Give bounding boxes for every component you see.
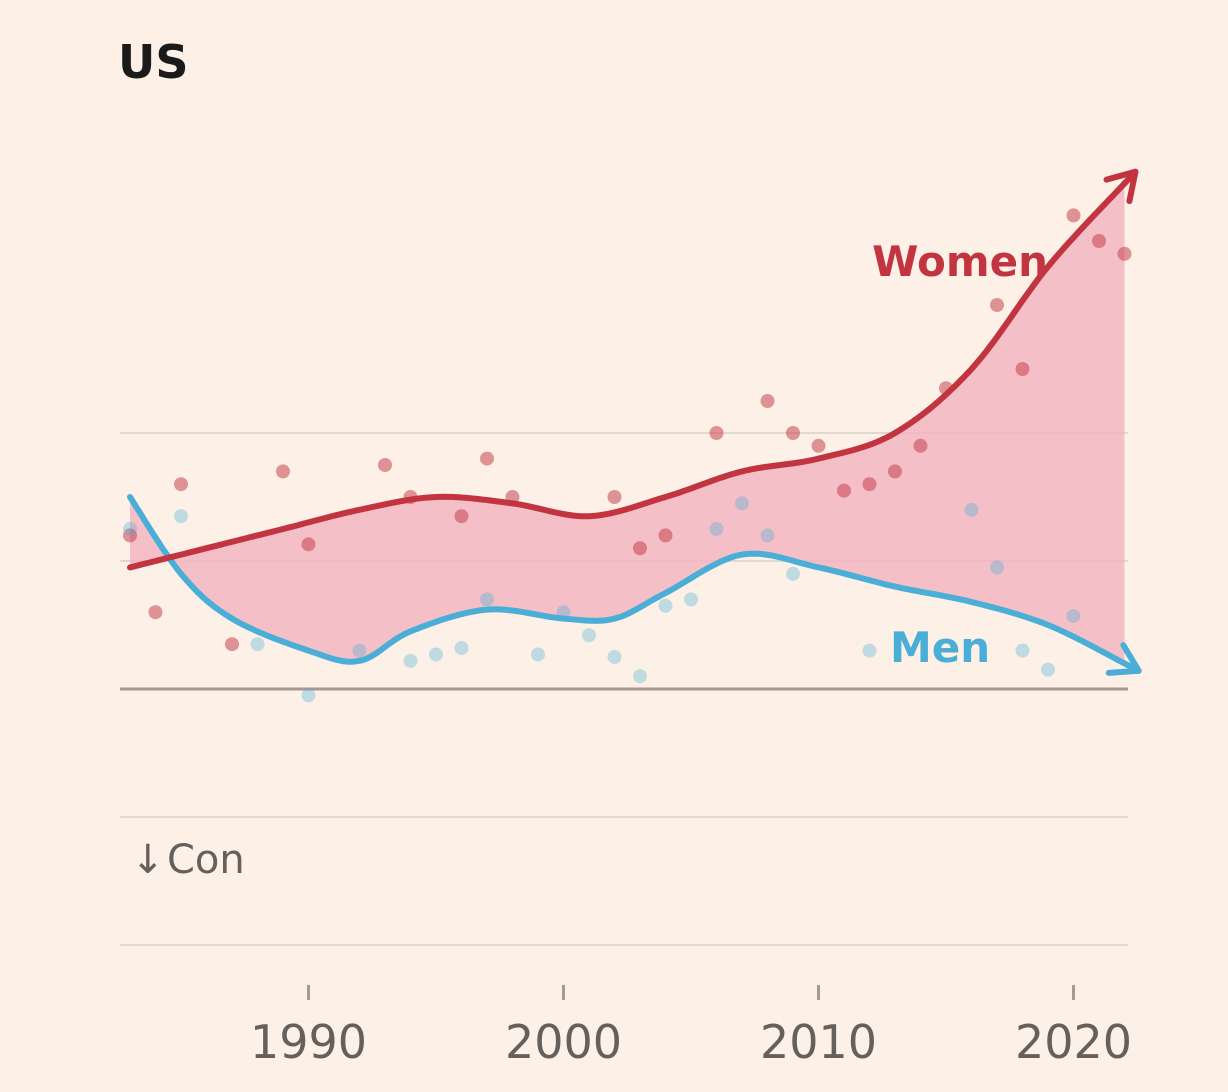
men-point	[786, 566, 800, 581]
men-point	[1041, 662, 1055, 677]
men-point	[250, 637, 265, 652]
women-point	[607, 490, 622, 504]
men-point	[429, 647, 443, 662]
men-point	[735, 496, 749, 511]
women-point	[709, 426, 724, 440]
trend-lines	[127, 168, 1142, 676]
women-point	[658, 528, 673, 543]
men-trend-line-arrowhead	[1105, 642, 1142, 676]
women-point	[454, 509, 469, 524]
women-point	[862, 477, 877, 492]
fill-between-area	[130, 183, 1125, 664]
men-point	[990, 560, 1004, 575]
x-axis-ticks: 1990 2000 2010 2020	[250, 985, 1132, 1069]
women-point	[888, 464, 902, 479]
gap-area	[130, 183, 1125, 664]
men-point	[301, 688, 316, 703]
down-arrow-icon: ↓	[131, 837, 165, 883]
women-point	[378, 458, 392, 472]
men-trend-line	[127, 494, 1128, 667]
women-point	[633, 541, 647, 556]
women-point	[1066, 208, 1081, 223]
women-point	[123, 528, 137, 543]
women-point	[760, 394, 775, 408]
men-point	[1066, 609, 1081, 624]
men-point	[480, 592, 494, 607]
x-tick-label: 2000	[505, 1015, 622, 1069]
men-point	[582, 628, 596, 643]
men-point	[684, 592, 698, 607]
women-trend-line	[127, 180, 1128, 571]
x-tick-label: 2020	[1015, 1015, 1132, 1069]
men-point	[352, 643, 367, 658]
men-point	[760, 528, 775, 543]
series-labels: Women Men	[872, 237, 1048, 672]
women-point	[811, 438, 826, 453]
women-point	[301, 537, 316, 552]
men-point	[862, 643, 877, 658]
women-point	[480, 451, 494, 466]
women-point	[225, 637, 239, 652]
men-point	[123, 522, 137, 536]
con-annotation: Con	[167, 837, 245, 883]
women-point	[276, 464, 290, 479]
women-point	[1015, 362, 1030, 376]
women-point	[837, 483, 851, 498]
men-point	[174, 509, 188, 524]
data-points	[123, 208, 1132, 703]
men-point	[1015, 643, 1030, 658]
chart-title: US	[118, 35, 188, 89]
women-point	[990, 298, 1004, 312]
women-point	[786, 426, 800, 440]
men-point	[403, 653, 418, 668]
women-point	[913, 438, 928, 453]
men-series-label: Men	[890, 623, 990, 672]
men-point	[531, 647, 545, 662]
x-tick-label: 1990	[250, 1015, 367, 1069]
women-point	[1117, 246, 1132, 261]
women-series-label: Women	[872, 237, 1048, 286]
women-point	[174, 477, 188, 492]
women-trend-line-arrowhead	[1103, 168, 1139, 205]
men-point	[607, 650, 622, 664]
women-point	[148, 605, 163, 620]
women-point	[1092, 234, 1106, 248]
men-point	[964, 502, 979, 517]
men-point	[454, 641, 469, 656]
men-point	[633, 669, 647, 684]
men-point	[658, 598, 673, 613]
men-point	[709, 522, 724, 536]
x-tick-label: 2010	[760, 1015, 877, 1069]
